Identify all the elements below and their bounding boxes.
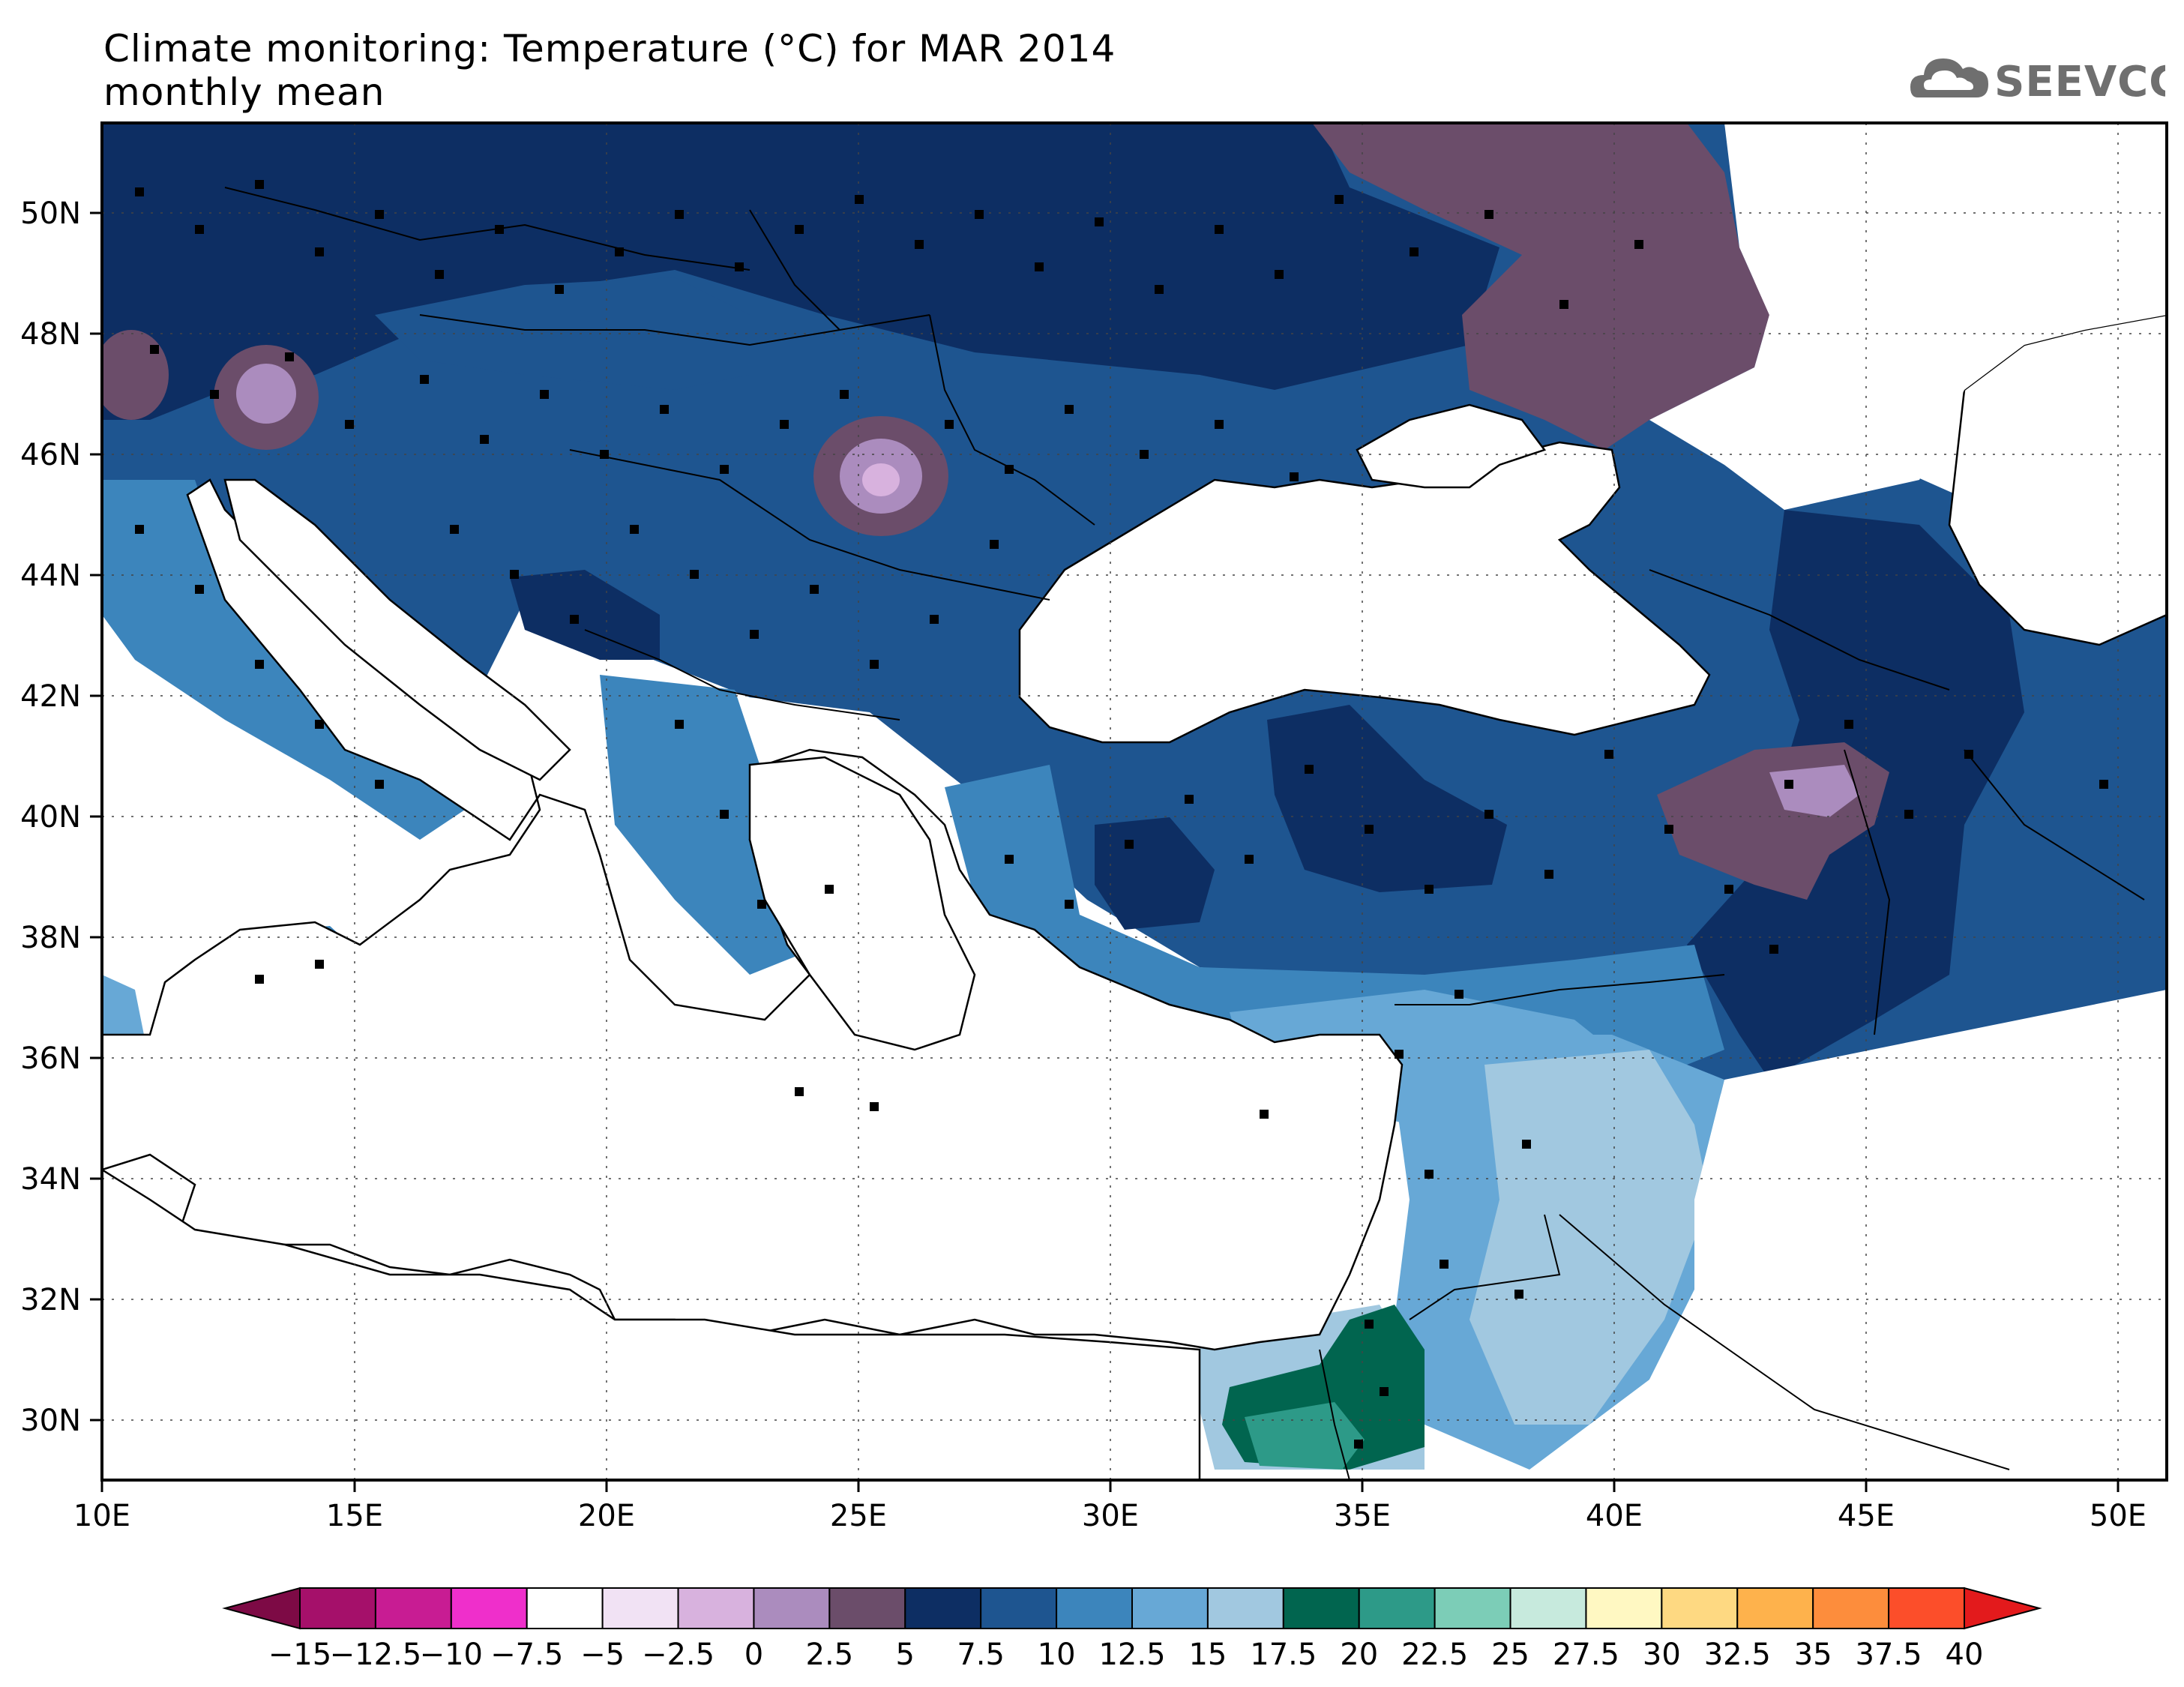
lon-tick-label: 15E — [326, 1499, 383, 1533]
lat-tick-label: 44N — [20, 559, 81, 593]
field-negev-light — [1245, 1402, 1365, 1470]
colorbar-swatch — [677, 1587, 755, 1629]
title-line-2: monthly mean — [103, 70, 385, 114]
colorbar-label: −2.5 — [642, 1638, 715, 1672]
lon-tick-label: 45E — [1838, 1499, 1895, 1533]
colorbar-label: −12.5 — [330, 1638, 422, 1672]
lat-tick-label: 38N — [20, 921, 81, 955]
field-west-alps-spot — [102, 330, 169, 420]
lon-tick-label: 35E — [1334, 1499, 1391, 1533]
colorbar-swatch — [1282, 1587, 1360, 1629]
colorbar-swatch — [1661, 1587, 1739, 1629]
colorbar-swatch — [980, 1587, 1058, 1629]
north-africa — [102, 1168, 1201, 1480]
colorbar-label: 5 — [896, 1638, 915, 1672]
colorbar-over-triangle — [1964, 1587, 2042, 1630]
map-frame — [100, 121, 2168, 1482]
colorbar-swatch — [601, 1587, 679, 1629]
colorbar-swatch — [1812, 1587, 1890, 1629]
colorbar: −15−12.5−10 −7.5 −5 −2.5 0 2.5 5 7.5 10 12.5 15 17.… — [222, 1587, 2042, 1672]
lon-tick-label: 40E — [1586, 1499, 1643, 1533]
colorbar-swatch — [904, 1587, 982, 1629]
lon-tick-label: 10E — [73, 1499, 130, 1533]
lat-tick-label: 34N — [20, 1162, 81, 1197]
colorbar-swatch — [526, 1587, 604, 1629]
colorbar-label: 17.5 — [1250, 1638, 1317, 1672]
lat-tick-label: 40N — [20, 800, 81, 835]
colorbar-label: 27.5 — [1553, 1638, 1619, 1672]
colorbar-label: 2.5 — [806, 1638, 854, 1672]
lat-tick-label: 46N — [20, 438, 81, 472]
colorbar-swatch — [374, 1587, 452, 1629]
graticule — [102, 123, 2167, 1480]
colorbar-label: 0 — [744, 1638, 763, 1672]
colorbar-swatch — [1888, 1587, 1965, 1629]
colorbar-label: −10 — [420, 1638, 483, 1672]
black-sea — [1018, 441, 1711, 744]
field-anatolia-dark — [1267, 705, 1507, 892]
colorbar-swatch — [1509, 1587, 1587, 1629]
colorbar-label: 22.5 — [1401, 1638, 1468, 1672]
adriatic-sea — [223, 478, 571, 781]
colorbar-label: 15 — [1188, 1638, 1227, 1672]
field-ne-cold — [1312, 123, 1769, 450]
lat-tick-label: 48N — [20, 317, 81, 352]
colorbar-swatch — [828, 1587, 906, 1629]
colorbar-swatch — [1736, 1587, 1814, 1629]
colorbar-label: 37.5 — [1856, 1638, 1922, 1672]
colorbar-swatch — [450, 1587, 528, 1629]
colorbar-label: 12.5 — [1098, 1638, 1165, 1672]
cloud-icon — [1910, 58, 1988, 97]
lon-tick-label: 50E — [2090, 1499, 2147, 1533]
colorbar-label: 10 — [1038, 1638, 1076, 1672]
colorbar-swatch — [1206, 1587, 1284, 1629]
colorbar-label: 30 — [1643, 1638, 1681, 1672]
lat-tick-labels: 30N 32N 34N 36N 38N 40N 42N 44N 46N 48N … — [20, 196, 81, 1438]
colorbar-swatch — [1358, 1587, 1436, 1629]
chart-title: Climate monitoring: Temperature (°C) for… — [103, 27, 1116, 114]
lat-tick-label: 32N — [20, 1283, 81, 1317]
colorbar-label: −7.5 — [490, 1638, 563, 1672]
crimea — [1356, 403, 1547, 489]
lat-tick-label: 36N — [20, 1041, 81, 1076]
colorbar-label: 35 — [1794, 1638, 1832, 1672]
colorbar-label: 40 — [1946, 1638, 1984, 1672]
country-borders — [224, 187, 2145, 1480]
logo-text: SEEVCCC — [1994, 58, 2165, 106]
map-field — [102, 123, 2167, 1480]
colorbar-swatch — [753, 1587, 831, 1629]
middle-east-east — [1574, 990, 2167, 1480]
title-line-1: Climate monitoring: Temperature (°C) for… — [103, 27, 1116, 70]
lon-tick-label: 30E — [1082, 1499, 1139, 1533]
seevccc-logo: SEEVCCC — [1910, 58, 2165, 106]
axis-ticks — [90, 211, 2120, 1492]
field-east-turkey-core — [1769, 765, 1859, 817]
russia-east — [1649, 123, 2167, 510]
lon-tick-label: 25E — [830, 1499, 887, 1533]
colorbar-label: −15 — [268, 1638, 331, 1672]
colorbar-label: 7.5 — [957, 1638, 1005, 1672]
colorbar-label: 32.5 — [1704, 1638, 1771, 1672]
colorbar-swatch — [1585, 1587, 1663, 1629]
colorbar-swatch — [1131, 1587, 1209, 1629]
colorbar-swatch — [299, 1587, 376, 1629]
colorbar-label: 25 — [1491, 1638, 1529, 1672]
field-balkan-dark — [510, 570, 660, 660]
lon-tick-labels: 10E 15E 20E 25E 30E 35E 40E 45E 50E — [73, 1499, 2147, 1533]
field-north-dark — [102, 123, 1499, 420]
colorbar-under-triangle — [222, 1587, 301, 1630]
colorbar-label: 20 — [1340, 1638, 1378, 1672]
station-markers — [135, 180, 2108, 1449]
lat-tick-label: 50N — [20, 196, 81, 231]
lon-tick-label: 20E — [578, 1499, 635, 1533]
field-carpathian-peak — [862, 463, 900, 496]
colorbar-swatch — [1056, 1587, 1134, 1629]
lat-tick-label: 30N — [20, 1404, 81, 1438]
colorbar-swatch — [1434, 1587, 1511, 1629]
colorbar-label: −5 — [580, 1638, 625, 1672]
lat-tick-label: 42N — [20, 679, 81, 714]
field-alps-core — [236, 364, 296, 424]
